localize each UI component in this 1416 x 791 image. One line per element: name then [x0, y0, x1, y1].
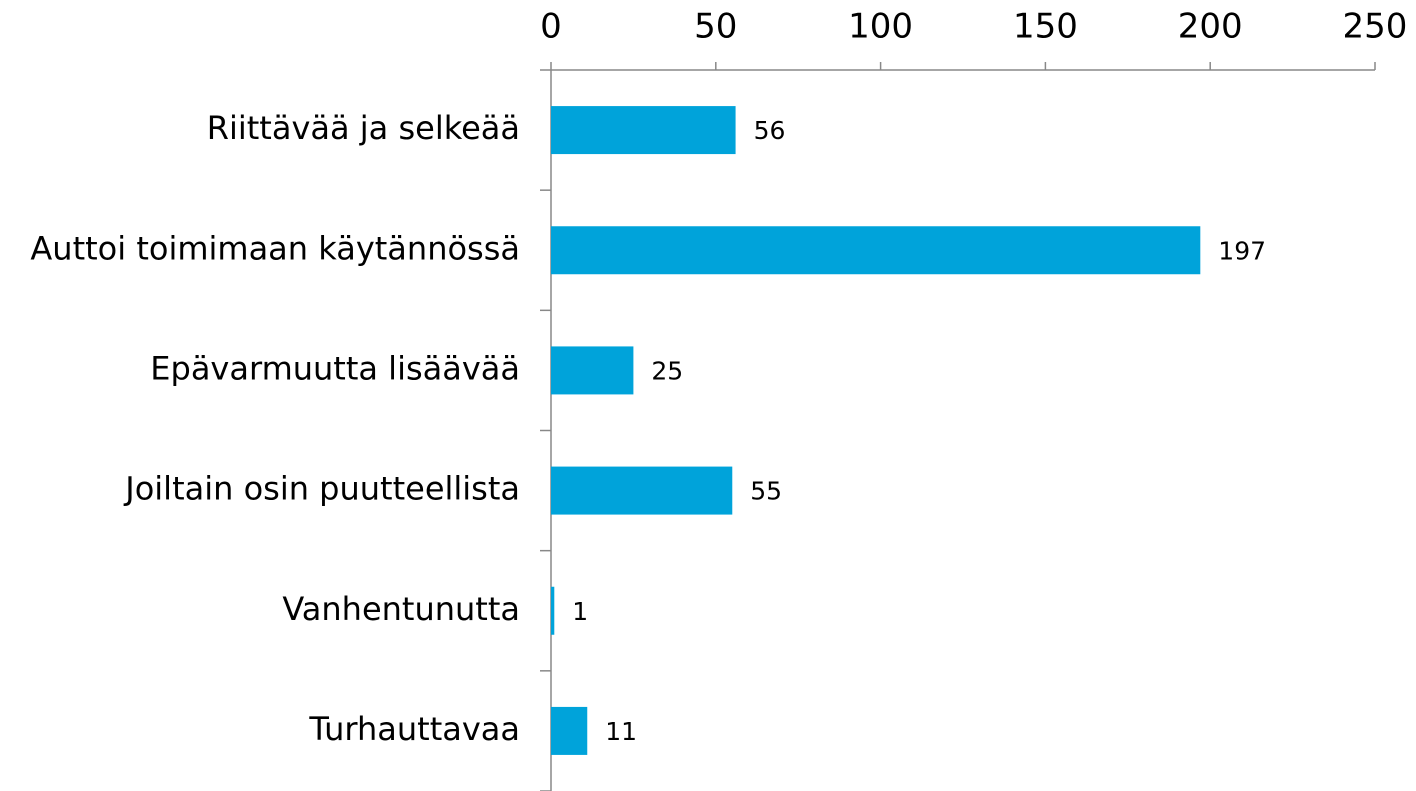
- value-label: 197: [1218, 236, 1266, 265]
- bar: [551, 226, 1201, 275]
- x-tick-label: 0: [540, 7, 562, 47]
- value-label: 1: [572, 597, 588, 626]
- bar: [551, 346, 634, 395]
- category-label: Vanhentunutta: [282, 590, 520, 628]
- x-tick-label: 250: [1343, 7, 1408, 47]
- category-label: Joiltain osin puutteellista: [123, 470, 520, 508]
- category-label: Turhauttavaa: [308, 710, 520, 748]
- value-label: 56: [754, 116, 786, 145]
- bar: [551, 706, 588, 755]
- category-label: Epävarmuutta lisäävää: [150, 349, 520, 387]
- category-label: Auttoi toimimaan käytännössä: [30, 229, 520, 267]
- x-tick-label: 50: [694, 7, 737, 47]
- value-label: 11: [605, 717, 637, 746]
- value-label: 25: [651, 356, 683, 385]
- bar: [551, 106, 736, 155]
- category-label: Riittävää ja selkeää: [207, 109, 520, 147]
- value-label: 55: [750, 477, 782, 506]
- bar: [551, 466, 733, 515]
- x-tick-label: 100: [848, 7, 913, 47]
- x-tick-label: 150: [1013, 7, 1078, 47]
- x-tick-label: 200: [1178, 7, 1243, 47]
- bar: [551, 586, 555, 635]
